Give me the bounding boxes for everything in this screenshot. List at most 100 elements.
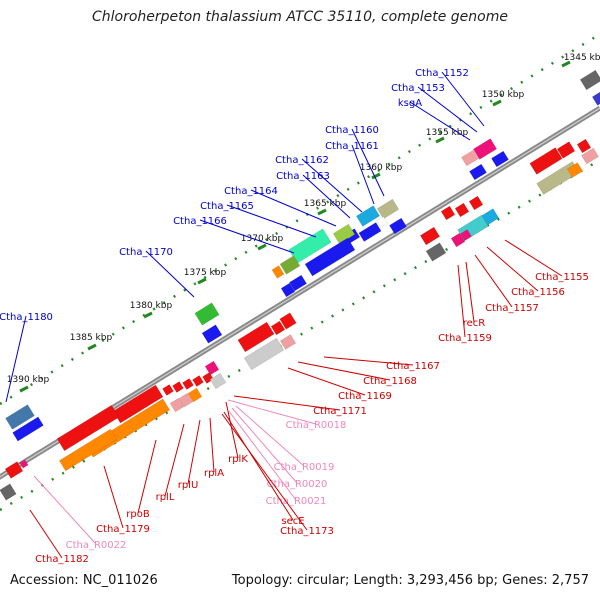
gene-label: Ctha_1152 — [415, 68, 469, 79]
label-leader-line — [223, 411, 294, 521]
gene-label: Ctha_R0019 — [274, 462, 335, 473]
gene-label: Ctha_1162 — [275, 155, 329, 166]
gene-feature — [209, 372, 227, 390]
gene-feature — [194, 302, 220, 326]
gene-feature — [454, 202, 470, 218]
gene-feature — [280, 282, 296, 298]
tick-mark — [371, 172, 381, 180]
accession: Accession: NC_011026 — [10, 573, 158, 588]
gene-feature — [270, 320, 286, 336]
gene-feature — [355, 205, 381, 227]
gene-label: rplU — [178, 480, 199, 491]
gene-label: Ctha_1160 — [325, 125, 379, 136]
gene-label: ksgA — [398, 98, 422, 109]
tick-label: 1365 kbp — [304, 199, 347, 209]
gene-label: Ctha_R0022 — [66, 540, 127, 551]
tick-mark — [197, 277, 207, 285]
label-leader-line — [323, 356, 414, 366]
gene-label: rplL — [156, 492, 175, 503]
gene-label: rplK — [228, 454, 248, 465]
gene-feature — [450, 232, 466, 248]
gene-feature — [204, 360, 220, 376]
tick-label: 1390 kbp — [7, 375, 50, 385]
label-leader-line — [297, 361, 391, 381]
gene-label: Ctha_1182 — [35, 554, 89, 565]
label-leader-line — [225, 401, 239, 459]
gene-feature — [440, 205, 456, 221]
gene-feature — [12, 416, 44, 442]
gene-feature — [419, 226, 441, 246]
gene-label: Ctha_1168 — [363, 376, 417, 387]
label-leader-line — [137, 439, 157, 514]
gene-feature — [4, 461, 24, 479]
gene-feature — [469, 163, 487, 181]
gene-feature — [581, 147, 599, 165]
label-leader-line — [226, 204, 317, 238]
gene-feature — [591, 90, 600, 106]
gene-feature — [556, 141, 576, 159]
genome-summary: Topology: circular; Length: 3,293,456 bp… — [231, 573, 589, 588]
gene-label: Ctha_R0021 — [266, 496, 327, 507]
label-leader-line — [29, 509, 63, 559]
tick-label: 1380 kbp — [130, 301, 173, 311]
gene-feature — [5, 404, 35, 430]
gene-feature — [376, 216, 388, 228]
gene-label: Ctha_1169 — [338, 391, 392, 402]
label-leader-line — [457, 264, 466, 338]
gene-label: Ctha_1167 — [386, 361, 440, 372]
tick-label: 1350 kbp — [482, 90, 525, 100]
tick-label: 1375 kbp — [184, 268, 227, 278]
gene-feature — [579, 69, 600, 91]
gene-label: Ctha_1173 — [280, 526, 334, 537]
tick-mark — [317, 208, 327, 216]
gene-feature — [358, 222, 382, 242]
gene-feature — [237, 321, 275, 353]
tick-label: 1355 kbp — [426, 128, 469, 138]
map-title: Chloroherpeton thalassium ATCC 35110, co… — [92, 9, 508, 25]
label-leader-line — [199, 219, 295, 254]
label-leader-line — [33, 475, 97, 545]
gene-feature — [279, 255, 301, 275]
gene-label: Ctha_1179 — [96, 524, 150, 535]
tick-mark — [257, 243, 267, 251]
gene-label: Ctha_1171 — [313, 406, 367, 417]
gene-label: recR — [463, 318, 486, 329]
gene-label: Ctha_1170 — [119, 247, 173, 258]
gene-feature — [19, 459, 29, 469]
gene-feature — [279, 334, 297, 350]
label-leader-line — [231, 407, 298, 484]
gene-feature — [162, 384, 174, 396]
gene-label: rpoB — [126, 509, 150, 520]
gene-label: Ctha_1153 — [391, 83, 445, 94]
tick-mark — [435, 136, 445, 144]
tick-mark — [87, 343, 97, 351]
tick-label: 1360 kbp — [360, 163, 403, 173]
gene-feature — [182, 378, 194, 390]
label-leader-line — [486, 246, 539, 292]
gene-label: Ctha_R0020 — [267, 479, 328, 490]
label-leader-line — [233, 395, 341, 411]
gene-label: Ctha_1161 — [325, 141, 379, 152]
label-leader-line — [504, 239, 563, 277]
label-leader-line — [145, 250, 195, 298]
gene-feature — [0, 483, 17, 501]
gene-feature — [304, 237, 356, 277]
gene-feature — [389, 217, 407, 235]
gene-label: Ctha_1155 — [535, 272, 589, 283]
gene-feature — [58, 428, 118, 472]
gene-label: rplA — [204, 468, 224, 479]
gene-label: Ctha_1157 — [485, 303, 539, 314]
gene-feature — [461, 149, 479, 167]
label-leader-line — [465, 261, 475, 323]
label-leader-line — [417, 86, 478, 133]
tick-mark — [19, 385, 29, 393]
gene-feature — [425, 242, 447, 262]
gene-feature — [192, 375, 204, 387]
gene-feature — [271, 265, 285, 279]
gene-label: Ctha_1156 — [511, 287, 565, 298]
gene-label: Ctha_1163 — [276, 171, 330, 182]
label-leader-line — [250, 189, 337, 227]
gene-feature — [169, 397, 185, 413]
gene-feature — [56, 404, 120, 452]
gene-feature — [576, 138, 592, 154]
